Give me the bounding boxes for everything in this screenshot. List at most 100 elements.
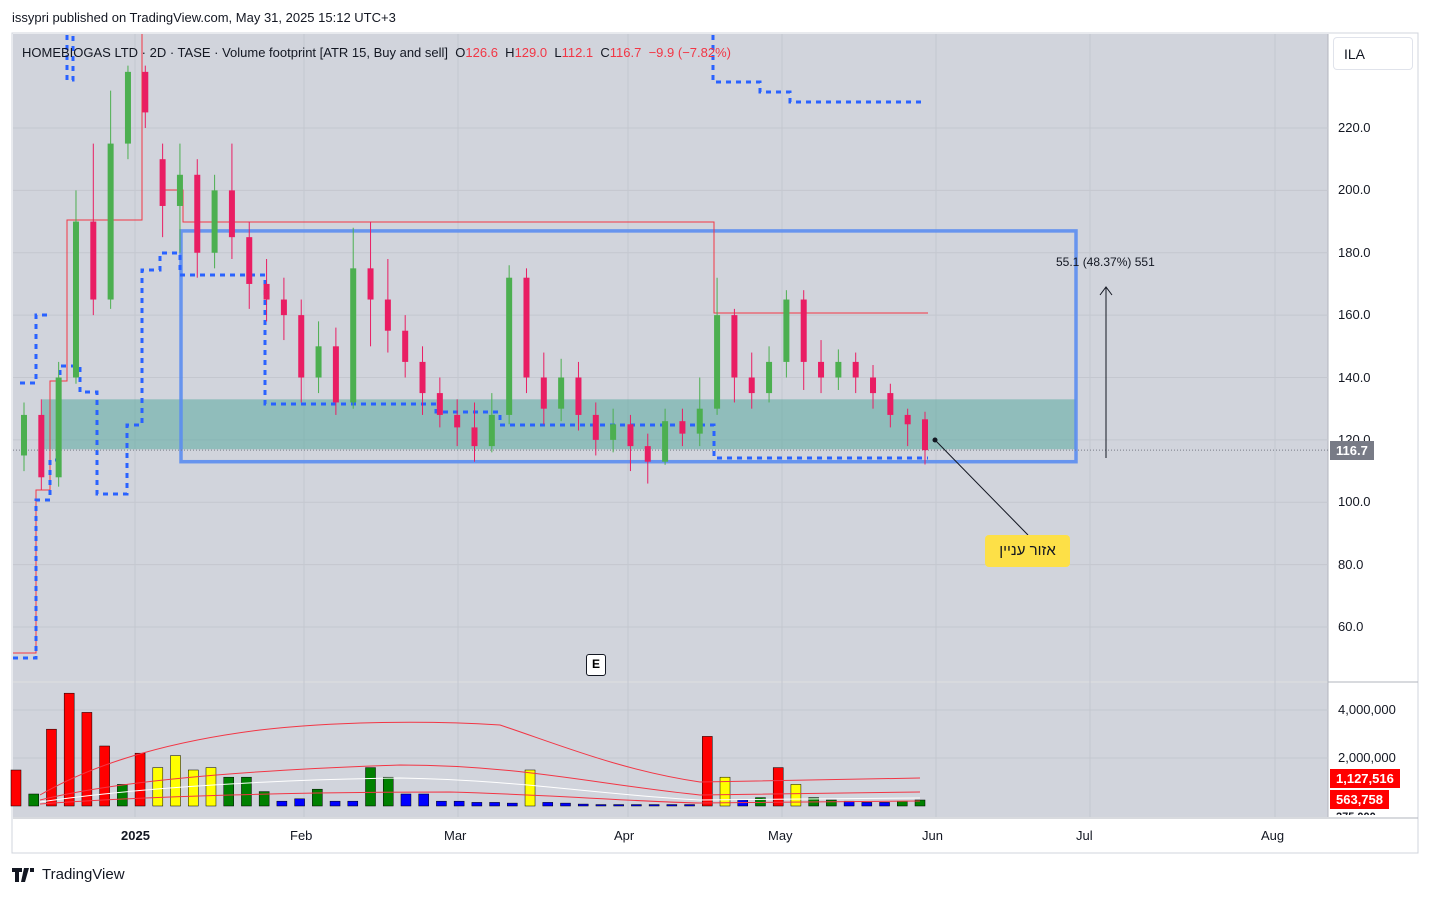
candle-body xyxy=(228,190,235,238)
price-tick-label: 80.0 xyxy=(1338,556,1364,572)
candle-body xyxy=(558,377,565,409)
candle-body xyxy=(523,277,530,378)
volume-bar xyxy=(382,776,394,807)
time-tick-label: May xyxy=(768,828,793,843)
high-value: 129.0 xyxy=(514,45,548,60)
open-value: 126.6 xyxy=(465,45,498,60)
interest-zone-note[interactable]: אזור עניין xyxy=(985,535,1070,567)
volume-band-mean xyxy=(39,777,921,803)
candle-body xyxy=(592,414,599,440)
legend-header: HOMEBIOGAS LTD · 2D · TASE · Volume foot… xyxy=(22,45,731,60)
volume-bar xyxy=(542,802,554,807)
logo-text: TradingView xyxy=(42,866,125,883)
price-tick-label: 180.0 xyxy=(1338,244,1371,260)
candle-body xyxy=(696,408,703,434)
candle-body xyxy=(662,421,669,462)
volume-bar xyxy=(772,767,784,807)
volume-bar xyxy=(648,804,660,807)
candle-body xyxy=(350,268,357,403)
volume-bar xyxy=(471,802,483,807)
tradingview-logo[interactable]: TradingView xyxy=(12,866,125,883)
volume-bar xyxy=(436,800,447,807)
volume-bar xyxy=(329,800,341,807)
volume-bar xyxy=(914,799,926,807)
open-label: O xyxy=(455,45,466,60)
time-tick-label: 2025 xyxy=(121,828,150,843)
volume-bar xyxy=(10,769,22,807)
candle-series xyxy=(21,65,928,490)
volume-bar xyxy=(418,793,429,807)
volume-bar xyxy=(347,800,359,807)
volume-bar xyxy=(595,804,607,807)
candle-body xyxy=(783,299,790,362)
candle-body xyxy=(904,414,911,425)
support-step-line xyxy=(20,313,50,385)
volume-bar xyxy=(507,802,518,807)
candle-body xyxy=(436,393,443,415)
candle-body xyxy=(332,346,339,403)
currency-button[interactable]: ILA xyxy=(1334,38,1412,69)
volume-bar xyxy=(312,788,323,807)
volume-tick-label: 4,000,000 xyxy=(1338,702,1396,717)
volume-bar xyxy=(631,804,642,807)
candle-body xyxy=(627,424,634,447)
volume-bar xyxy=(276,800,288,807)
price-pane-background xyxy=(13,34,1328,681)
candle-body xyxy=(731,315,738,378)
price-tick-label: 160.0 xyxy=(1338,307,1371,323)
candle-body xyxy=(575,377,582,415)
candle-body xyxy=(246,237,253,284)
publisher-line: issypri published on TradingView.com, Ma… xyxy=(12,10,396,25)
candle-body xyxy=(800,299,807,362)
support-step-line xyxy=(65,35,75,82)
candle-body xyxy=(159,159,166,206)
time-tick-label: Mar xyxy=(444,828,467,843)
candle-body xyxy=(211,190,218,253)
measure-label: 55.1 (48.37%) 551 xyxy=(1056,255,1155,269)
volume-bar xyxy=(826,799,837,807)
volume-badge-lower: 563,758 xyxy=(1330,790,1389,809)
candle-body xyxy=(402,330,409,362)
volume-bar xyxy=(258,791,270,807)
candle-body xyxy=(72,221,79,378)
tradingview-logo-icon xyxy=(12,867,34,882)
close-value: 116.7 xyxy=(609,45,642,60)
note-pointer-line xyxy=(934,439,1029,536)
volume-bar xyxy=(294,798,305,807)
volume-bar xyxy=(879,802,890,807)
volume-bar xyxy=(28,793,39,807)
volume-bar xyxy=(524,769,536,807)
candle-body xyxy=(610,424,617,440)
support-step-line xyxy=(711,35,925,104)
candle-body xyxy=(679,421,686,434)
volume-bar xyxy=(188,769,199,807)
time-tick-label: Jun xyxy=(922,828,943,843)
volume-band-mid xyxy=(39,764,921,801)
volume-bar xyxy=(560,802,571,807)
high-label: H xyxy=(505,45,515,60)
price-tick-label: 200.0 xyxy=(1338,182,1371,198)
change-value: −9.9 (−7.82%) xyxy=(648,45,731,60)
low-label: L xyxy=(554,45,562,60)
candle-body xyxy=(454,414,461,428)
volume-bar xyxy=(152,767,164,807)
chart-frame xyxy=(11,32,1419,854)
candle-body xyxy=(280,299,287,316)
candle-body xyxy=(922,419,928,451)
volume-bar xyxy=(702,736,713,807)
time-tick-label: Jul xyxy=(1076,828,1093,843)
range-box-rect xyxy=(179,229,1078,464)
volume-bar xyxy=(117,784,128,807)
volume-bar xyxy=(790,784,802,807)
volume-bar xyxy=(684,804,695,807)
low-value: 112.1 xyxy=(561,45,594,60)
drawing-tools xyxy=(932,286,1113,536)
volume-badge-upper: 1,127,516 xyxy=(1330,769,1400,788)
volume-bar xyxy=(897,800,908,807)
volume-bar xyxy=(365,767,376,807)
earnings-marker[interactable]: E xyxy=(586,654,606,676)
price-tick-label: 140.0 xyxy=(1338,369,1371,385)
candle-body xyxy=(852,361,859,378)
volume-bar xyxy=(63,692,75,807)
